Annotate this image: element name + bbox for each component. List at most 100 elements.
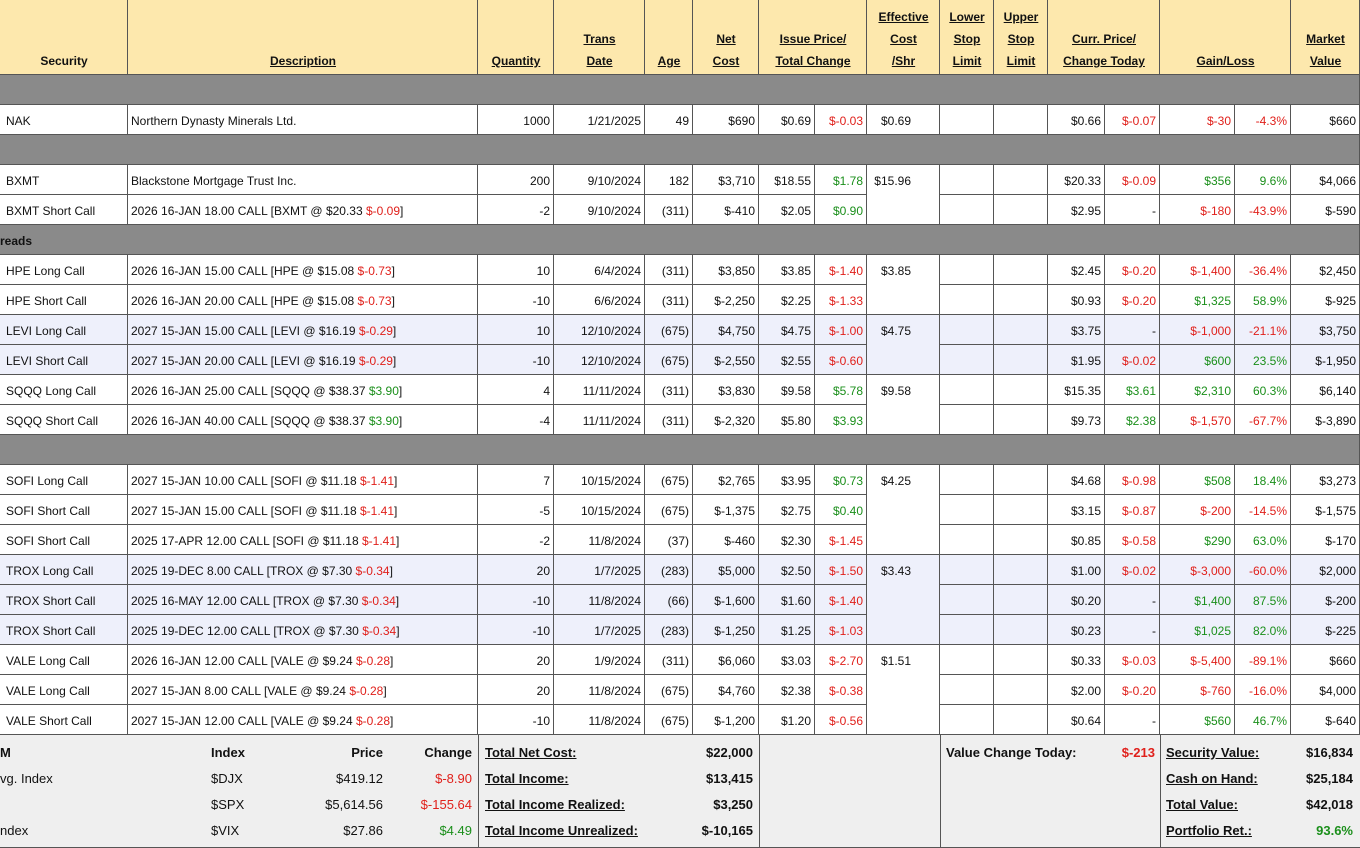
description-part: $3.90 — [368, 384, 399, 398]
index-change: $4.49 — [439, 823, 472, 838]
cell — [1105, 645, 1160, 675]
cell — [940, 105, 994, 135]
header-label: Issue Price/ — [779, 32, 847, 46]
cell — [815, 495, 867, 525]
gain: $-1,000 — [1190, 324, 1231, 338]
cell — [994, 255, 1048, 285]
total-value: $3,250 — [713, 797, 753, 812]
age: (283) — [660, 624, 689, 638]
gain-pct: -21.1% — [1248, 324, 1287, 338]
index-price: $27.86 — [343, 823, 383, 838]
cell — [478, 525, 554, 555]
cell — [815, 705, 867, 735]
cell — [1291, 705, 1360, 735]
cell — [1235, 255, 1291, 285]
cell — [759, 465, 815, 495]
header-label: Gain/Loss — [1196, 54, 1255, 68]
cell — [994, 285, 1048, 315]
issue-price: $1.25 — [780, 624, 811, 638]
cell — [815, 405, 867, 435]
curr-price: $2.45 — [1070, 264, 1101, 278]
gain-pct: -36.4% — [1248, 264, 1287, 278]
issue-price: $1.20 — [780, 714, 811, 728]
change-today: $-0.58 — [1121, 534, 1156, 548]
cell — [759, 705, 815, 735]
gain-pct: -67.7% — [1248, 414, 1287, 428]
header-label: Total Change — [775, 54, 851, 68]
total-change: $1.78 — [832, 174, 863, 188]
change-today: $-0.20 — [1121, 684, 1156, 698]
cell — [815, 315, 867, 345]
market-value: $6,140 — [1319, 384, 1356, 398]
security: SOFI Short Call — [6, 534, 91, 548]
cell — [1160, 555, 1235, 585]
cell — [1235, 705, 1291, 735]
summary-value: $25,184 — [1306, 771, 1353, 786]
effective-cost-cell — [867, 165, 940, 225]
security: LEVI Short Call — [6, 354, 89, 368]
quantity: 10 — [536, 324, 550, 338]
net-cost: $-1,600 — [714, 594, 755, 608]
total-change: $-2.70 — [828, 654, 863, 668]
description: 2025 16-MAY 12.00 CALL [TROX @ $7.30 $-0… — [131, 594, 399, 608]
cell — [0, 525, 128, 555]
index-header: M — [0, 745, 11, 760]
cell — [1291, 285, 1360, 315]
description-part: ] — [398, 384, 403, 398]
cell — [994, 345, 1048, 375]
gain-pct: 46.7% — [1252, 714, 1287, 728]
cell — [1235, 675, 1291, 705]
gain-pct: -4.3% — [1255, 114, 1287, 128]
security: TROX Long Call — [6, 564, 94, 578]
header-label: Upper — [1003, 10, 1039, 24]
curr-price: $0.85 — [1070, 534, 1101, 548]
index-symbol: $VIX — [211, 823, 240, 838]
description: 2027 15-JAN 15.00 CALL [SOFI @ $11.18 $-… — [131, 504, 397, 518]
market-value: $-225 — [1325, 624, 1356, 638]
cell — [1160, 585, 1235, 615]
description-part: $-0.28 — [349, 684, 384, 698]
market-value: $2,450 — [1319, 264, 1356, 278]
cell — [940, 345, 994, 375]
security: VALE Short Call — [6, 714, 92, 728]
cell — [1105, 195, 1160, 225]
cell — [1235, 555, 1291, 585]
cell — [478, 375, 554, 405]
cell — [1291, 405, 1360, 435]
total-change: $-1.50 — [828, 564, 863, 578]
cell — [693, 255, 759, 285]
security: VALE Long Call — [6, 654, 90, 668]
description-part: 2025 19-DEC 12.00 CALL [TROX @ $7.30 — [131, 624, 363, 638]
cell — [478, 255, 554, 285]
cell — [128, 705, 478, 735]
cell — [759, 255, 815, 285]
cell — [554, 525, 645, 555]
description-part: ] — [396, 534, 400, 548]
cell — [478, 195, 554, 225]
gain-pct: -43.9% — [1248, 204, 1287, 218]
cell — [1105, 255, 1160, 285]
cell — [478, 285, 554, 315]
total-change: $3.93 — [832, 414, 863, 428]
cell — [1048, 495, 1105, 525]
net-cost: $-2,250 — [714, 294, 755, 308]
quantity: -2 — [539, 534, 550, 548]
header-label: Stop — [1007, 32, 1035, 46]
cell — [1291, 555, 1360, 585]
index-price: $419.12 — [336, 771, 383, 786]
net-cost: $-1,375 — [714, 504, 755, 518]
description-part: $-1.41 — [359, 474, 395, 488]
description-part: $-0.73 — [357, 294, 392, 308]
cell — [994, 495, 1048, 525]
issue-price: $2.55 — [780, 354, 811, 368]
header-label: Cost — [712, 54, 740, 68]
cell — [693, 495, 759, 525]
cell — [693, 675, 759, 705]
gain: $-1,400 — [1190, 264, 1231, 278]
cell — [693, 345, 759, 375]
net-cost: $3,850 — [718, 264, 755, 278]
date: 11/11/2024 — [582, 384, 641, 398]
cell — [1105, 165, 1160, 195]
total-change: $-0.03 — [828, 114, 863, 128]
description: 2027 15-JAN 12.00 CALL [VALE @ $9.24 $-0… — [131, 714, 393, 728]
